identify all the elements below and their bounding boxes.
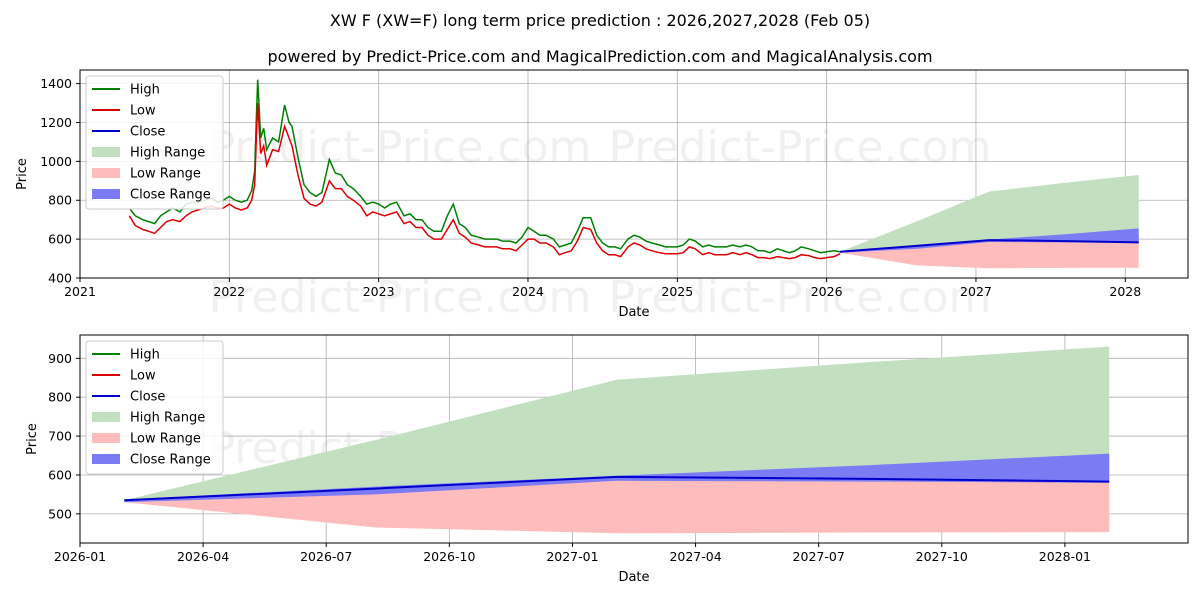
close-series-line (124, 475, 1110, 502)
legend-label: High Range (130, 146, 205, 161)
y-tick-label: 900 (48, 351, 72, 366)
legend-swatch-patch (92, 433, 120, 443)
legend-label: Low (130, 369, 156, 384)
x-tick-label: 2027-04 (669, 549, 721, 564)
y-tick-label: 600 (48, 467, 72, 482)
y-tick-label: 800 (48, 390, 72, 405)
x-tick-label: 2026-10 (423, 549, 475, 564)
high-range-area (840, 174, 1139, 252)
legend-label: Close Range (130, 453, 211, 468)
plot-frame (79, 69, 1189, 279)
legend-label: Close Range (130, 188, 211, 203)
x-tick-label: 2028 (1109, 284, 1141, 299)
legend-label: Close (130, 390, 165, 405)
legend-label: Low Range (130, 432, 201, 447)
y-axis-label: Price (25, 423, 40, 455)
x-tick-label: 2028-01 (1039, 549, 1091, 564)
legend-box (85, 75, 224, 210)
legend-label: High Range (130, 411, 205, 426)
long-term-price-panel: Predict-Price.com Predict-Price.com Predic… (15, 69, 1189, 323)
legend-swatch-patch (92, 147, 120, 157)
y-tick-label: 1400 (40, 76, 72, 91)
x-tick-label: 2027-10 (916, 549, 968, 564)
x-tick-label: 2023 (363, 284, 395, 299)
x-tick-label: 2027-01 (546, 549, 598, 564)
legend-label: High (130, 83, 160, 98)
x-tick-label: 2022 (213, 284, 245, 299)
x-tick-label: 2024 (512, 284, 544, 299)
legend-label: Low Range (130, 167, 201, 182)
low-series-line (128, 102, 841, 260)
y-tick-label: 600 (48, 232, 72, 247)
legend-swatch-patch (92, 454, 120, 464)
legend-swatch-patch (92, 189, 120, 199)
y-tick-label: 1000 (40, 154, 72, 169)
close-series-line (839, 239, 1139, 253)
watermark-text: Predict-Price.com (609, 272, 992, 323)
x-tick-label: 2025 (661, 284, 693, 299)
x-tick-label: 2026 (811, 284, 843, 299)
x-tick-label: 2027 (960, 284, 992, 299)
legend-swatch-patch (92, 168, 120, 178)
legend-box (85, 340, 224, 475)
forecast-zoom-panel: Predict-Price.comPredict-Price.com2026-0… (25, 334, 1189, 585)
legend-label: High (130, 348, 160, 363)
x-tick-label: 2026-04 (177, 549, 229, 564)
high-range-area (124, 346, 1110, 501)
plot-frame (79, 334, 1189, 544)
x-tick-label: 2027-07 (793, 549, 845, 564)
x-tick-label: 2026-07 (300, 549, 352, 564)
chart-title: XW F (XW=F) long term price prediction :… (330, 11, 870, 30)
y-tick-label: 1200 (40, 115, 72, 130)
y-tick-label: 500 (48, 506, 72, 521)
x-axis-label: Date (618, 570, 649, 585)
y-tick-label: 800 (48, 193, 72, 208)
chart-subtitle: powered by Predict-Price.com and Magical… (267, 47, 932, 66)
legend-swatch-patch (92, 412, 120, 422)
watermark-text: Predict-Price.com (609, 122, 992, 173)
legend-label: Close (130, 125, 165, 140)
x-tick-label: 2026-01 (54, 549, 106, 564)
y-tick-label: 700 (48, 429, 72, 444)
y-axis-label: Price (15, 158, 30, 190)
y-tick-label: 400 (48, 271, 72, 286)
legend-label: Low (130, 104, 156, 119)
watermark-text: Predict-Price.com (209, 122, 592, 173)
high-series-line (128, 79, 841, 254)
x-tick-label: 2021 (64, 284, 96, 299)
x-axis-label: Date (618, 305, 649, 320)
